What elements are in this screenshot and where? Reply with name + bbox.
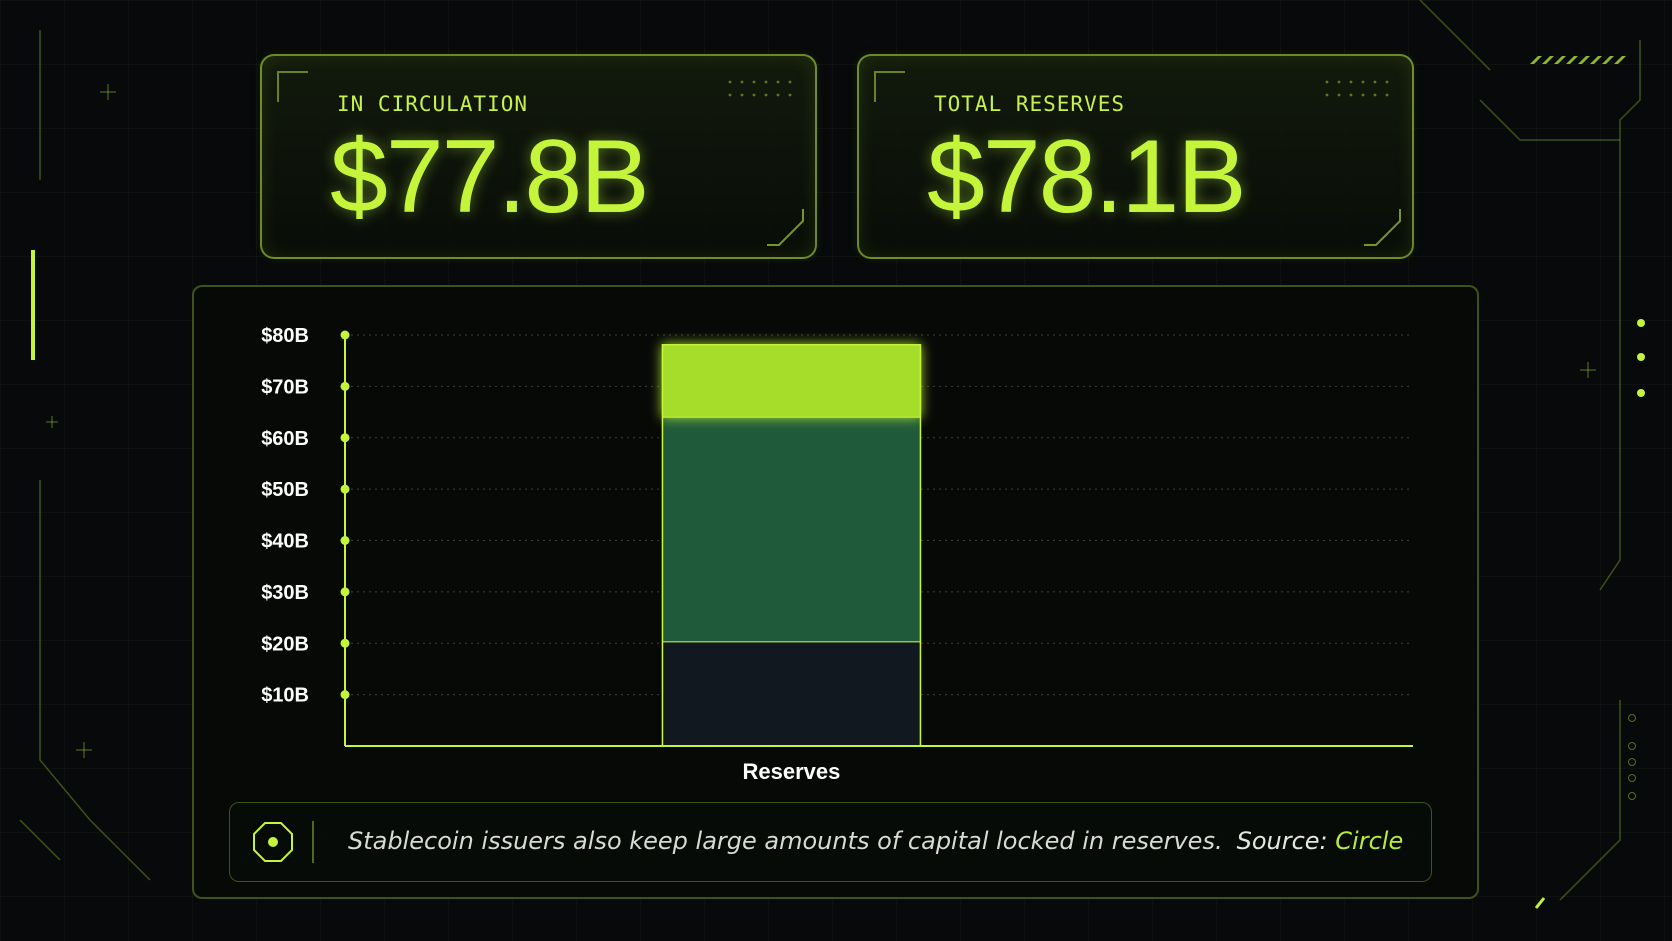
stat-label: IN CIRCULATION (337, 92, 529, 116)
y-tick-label: $40B (261, 531, 309, 553)
y-tick-label: $50B (261, 479, 309, 501)
caption-text: Stablecoin issuers also keep large amoun… (348, 827, 1403, 855)
bar-segment (661, 416, 922, 643)
card-corner-icon (874, 71, 905, 102)
info-octagon-icon (253, 822, 293, 862)
caption-source-link[interactable]: Circle (1335, 827, 1404, 855)
y-tick-label: $70B (261, 376, 309, 398)
card-corner-icon (767, 209, 804, 246)
caption-source-label: Source: (1236, 827, 1328, 855)
caption-box: Stablecoin issuers also keep large amoun… (229, 802, 1432, 882)
caption-body: Stablecoin issuers also keep large amoun… (348, 827, 1223, 855)
card-corner-icon (1364, 209, 1401, 246)
total-reserves-card: TOTAL RESERVES $78.1B (857, 54, 1414, 259)
bar-segment (661, 344, 922, 418)
y-tick-label: $20B (261, 633, 309, 655)
bar-segment (661, 641, 922, 747)
card-corner-icon (277, 71, 308, 102)
dots-grid-icon (728, 80, 792, 97)
y-tick-label: $10B (261, 685, 309, 707)
y-tick-label: $60B (261, 428, 309, 450)
stat-value: $78.1B (927, 119, 1247, 235)
caption-divider (312, 821, 314, 863)
in-circulation-card: IN CIRCULATION $77.8B (260, 54, 817, 259)
y-tick-label: $80B (261, 325, 309, 347)
stat-value: $77.8B (330, 119, 650, 235)
stat-label: TOTAL RESERVES (934, 92, 1126, 116)
x-category-label: Reserves (743, 759, 841, 784)
y-tick-label: $30B (261, 582, 309, 604)
dots-grid-icon (1325, 80, 1389, 97)
